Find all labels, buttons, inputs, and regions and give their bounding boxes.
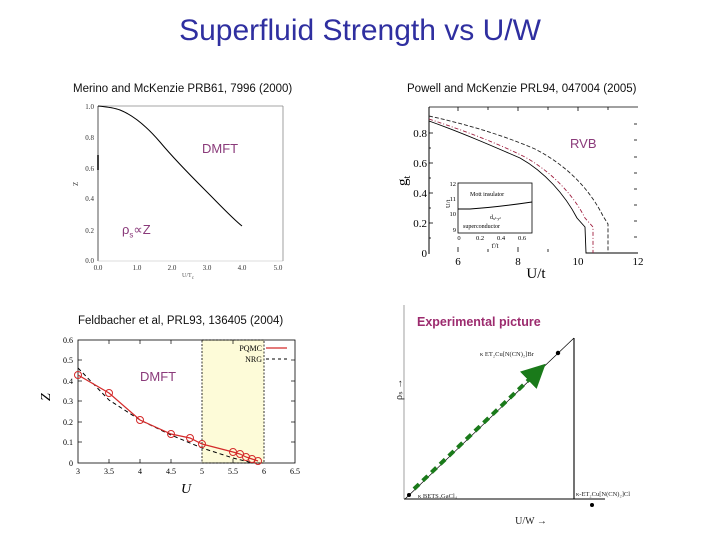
merino-citation: Merino and McKenzie PRB61, 7996 (2000) — [73, 83, 293, 95]
svg-text:0.1: 0.1 — [63, 438, 73, 447]
feldbacher-dmft-label: DMFT — [140, 369, 177, 384]
svg-text:PQMC: PQMC — [239, 344, 262, 353]
svg-text:0.4: 0.4 — [497, 235, 506, 242]
svg-text:2.0: 2.0 — [168, 264, 177, 272]
svg-text:U/t: U/t — [526, 266, 546, 280]
feldbacher-citation: Feldbacher et al, PRL93, 136405 (2004) — [78, 315, 284, 327]
svg-text:3.5: 3.5 — [104, 467, 114, 476]
svg-text:6: 6 — [455, 256, 461, 268]
svg-text:4.5: 4.5 — [166, 467, 176, 476]
merino-relation-label: ρs∝Z — [122, 222, 151, 240]
svg-text:NRG: NRG — [245, 355, 262, 364]
point-label-br: κ ET₂Cu[N(CN)₂]Br — [480, 351, 535, 358]
svg-text:1.0: 1.0 — [133, 264, 142, 272]
svg-text:0.2: 0.2 — [85, 227, 94, 235]
svg-text:ρₛ →: ρₛ → — [394, 379, 405, 400]
powell-solid-curve — [428, 120, 638, 254]
svg-text:Z: Z — [39, 393, 54, 401]
svg-text:superconductor: superconductor — [463, 224, 500, 230]
svg-text:0.6: 0.6 — [85, 165, 94, 173]
nrg-curve — [77, 367, 254, 464]
svg-text:12: 12 — [450, 181, 457, 188]
svg-text:4: 4 — [138, 467, 142, 476]
rho-symbol: ρ — [122, 222, 130, 237]
powell-y-ticks: 0.8 0.6 0.4 0.2 0 — [413, 128, 427, 260]
svg-text:U/W →: U/W → — [515, 516, 547, 527]
svg-text:0.2: 0.2 — [476, 235, 484, 242]
svg-text:5.5: 5.5 — [228, 467, 238, 476]
svg-text:0.4: 0.4 — [413, 188, 427, 200]
svg-text:Mott insulator: Mott insulator — [470, 192, 504, 198]
svg-text:10: 10 — [573, 256, 585, 268]
svg-text:3.0: 3.0 — [203, 264, 212, 272]
feldbacher-chart: 0.6 0.5 0.4 0.3 0.2 0.1 0 Z 3 3.5 4 4.5 5 5.5 … — [39, 336, 300, 497]
svg-text:6.5: 6.5 — [290, 467, 300, 476]
feldbacher-x-ticks: 3 3.5 4 4.5 5 5.5 6 6.5 — [76, 467, 300, 476]
powell-dashdot-curve — [428, 118, 594, 253]
svg-text:0.4: 0.4 — [63, 377, 73, 386]
svg-text:0: 0 — [422, 248, 428, 260]
powell-chart: 0.8 0.6 0.4 0.2 0 gt 6 8 10 12 U/t 12 11 … — [395, 106, 644, 280]
svg-text:0.6: 0.6 — [63, 336, 73, 345]
merino-chart: 1.0 0.8 0.6 0.4 0.2 0.0 Z 0.0 1.0 2.0 3.… — [72, 103, 284, 281]
svg-text:t'/t: t'/t — [491, 242, 498, 250]
svg-text:12: 12 — [633, 256, 644, 268]
feldbacher-shaded-region — [201, 339, 265, 464]
svg-text:0.6: 0.6 — [413, 158, 427, 170]
svg-text:gt: gt — [395, 176, 413, 187]
svg-text:0.8: 0.8 — [85, 134, 94, 142]
pqmc-curve — [77, 374, 259, 462]
powell-citation: Powell and McKenzie PRL94, 047004 (2005) — [407, 83, 637, 95]
feldbacher-y-ticks: 0.6 0.5 0.4 0.3 0.2 0.1 0 — [63, 336, 73, 468]
svg-text:8: 8 — [515, 256, 521, 268]
svg-text:10: 10 — [450, 211, 457, 218]
svg-text:0.0: 0.0 — [85, 257, 94, 265]
svg-text:0.0: 0.0 — [94, 264, 103, 272]
merino-z-curve — [97, 105, 243, 227]
pqmc-markers — [74, 371, 262, 465]
svg-text:U/t: U/t — [445, 200, 452, 209]
experimental-title: Experimental picture — [417, 315, 541, 329]
slide-title: Superfluid Strength vs U/W — [179, 14, 541, 47]
svg-text:0.6: 0.6 — [518, 235, 527, 242]
svg-text:4.0: 4.0 — [238, 264, 247, 272]
svg-text:0.5: 0.5 — [63, 356, 73, 365]
svg-text:9: 9 — [453, 227, 456, 234]
svg-text:U/Tc: U/Tc — [182, 273, 195, 281]
merino-y-ticks: 1.0 0.8 0.6 0.4 0.2 0.0 — [85, 103, 94, 265]
point-label-bets: κ BETS₂GaCl₄ — [418, 493, 458, 500]
merino-dmft-label: DMFT — [202, 141, 239, 156]
point-label-cl: κ-ET₂Cu[N(CN)₂]Cl — [576, 491, 630, 498]
svg-text:6: 6 — [262, 467, 266, 476]
green-dashed-arrow — [412, 363, 546, 491]
svg-text:1.0: 1.0 — [85, 103, 94, 111]
svg-text:3: 3 — [76, 467, 80, 476]
svg-text:0.3: 0.3 — [63, 397, 73, 406]
feldbacher-legend: PQMC NRG — [239, 344, 287, 364]
svg-text:0.2: 0.2 — [413, 218, 427, 230]
svg-text:0.4: 0.4 — [85, 195, 94, 203]
svg-text:Z: Z — [72, 182, 80, 186]
proportional-z: ∝Z — [133, 222, 151, 237]
powell-dashed-curve — [428, 115, 609, 253]
svg-text:5.0: 5.0 — [274, 264, 283, 272]
experimental-chart: κ BETS₂GaCl₄ κ ET₂Cu[N(CN)₂]Br κ-ET₂Cu[N… — [394, 305, 630, 527]
svg-text:0: 0 — [457, 235, 460, 242]
svg-text:0.8: 0.8 — [413, 128, 427, 140]
svg-text:0.2: 0.2 — [63, 418, 73, 427]
svg-text:dx²-y²: dx²-y² — [490, 215, 502, 221]
svg-text:0: 0 — [69, 459, 73, 468]
merino-x-ticks: 0.0 1.0 2.0 3.0 4.0 5.0 — [94, 264, 283, 272]
powell-x-ticks: 6 8 10 12 — [455, 256, 643, 268]
svg-text:11: 11 — [450, 196, 456, 203]
powell-inset: 12 11 10 9 U/t 0 0.2 0.4 0.6 t'/t Mott insul… — [445, 181, 533, 250]
svg-text:5: 5 — [200, 467, 204, 476]
rho-subscript: s — [129, 230, 134, 240]
powell-rvb-label: RVB — [570, 136, 597, 151]
svg-text:U: U — [181, 482, 192, 497]
